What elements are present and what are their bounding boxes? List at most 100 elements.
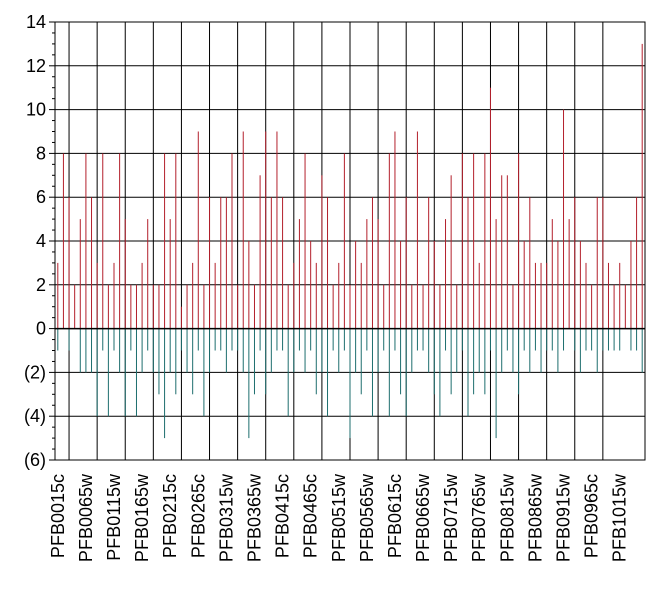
bar	[591, 284, 593, 329]
bar	[450, 175, 452, 329]
x-tick-label: PFB0515w	[329, 473, 349, 562]
bar	[585, 262, 587, 329]
bar	[416, 131, 418, 329]
bar	[152, 328, 154, 373]
y-tick-label: (6)	[24, 450, 46, 470]
bar	[231, 153, 233, 329]
bar	[91, 328, 93, 373]
bar	[579, 241, 581, 329]
bar	[473, 328, 475, 395]
bar	[96, 262, 98, 329]
bar	[214, 328, 216, 351]
bar	[304, 328, 306, 373]
bar	[574, 197, 576, 329]
bar	[332, 284, 334, 329]
bar	[445, 328, 447, 351]
x-tick-label: PFB0365w	[244, 473, 264, 562]
bar	[327, 197, 329, 329]
bar	[445, 219, 447, 329]
bar	[253, 328, 255, 395]
bar	[411, 328, 413, 373]
bar	[298, 328, 300, 351]
bar	[141, 262, 143, 329]
bar	[192, 328, 194, 395]
bar	[124, 219, 126, 329]
bar	[489, 87, 491, 329]
bar	[265, 328, 267, 395]
bar	[624, 284, 626, 329]
bar	[203, 328, 205, 417]
bar	[495, 219, 497, 329]
y-tick-label: 12	[26, 56, 46, 76]
bar	[400, 328, 402, 395]
x-tick-label: PFB0065w	[76, 473, 96, 562]
bar	[641, 328, 643, 373]
bar	[478, 262, 480, 329]
bar	[388, 153, 390, 329]
x-tick-label: PFB0615c	[385, 474, 405, 558]
bar	[270, 197, 272, 329]
x-tick-label: PFB0315w	[216, 473, 236, 562]
x-tick-label: PFB0715w	[441, 473, 461, 562]
bar	[85, 328, 87, 373]
bar	[242, 328, 244, 373]
bar	[147, 328, 149, 351]
bar	[332, 328, 334, 351]
bar	[422, 284, 424, 329]
bar	[630, 328, 632, 351]
bar	[416, 328, 418, 351]
bar	[405, 328, 407, 417]
bar	[147, 219, 149, 329]
x-tick-label: PFB1015w	[610, 473, 630, 562]
bar	[641, 43, 643, 329]
x-tick-label: PFB0965c	[582, 474, 602, 558]
bar	[169, 219, 171, 329]
bar	[248, 328, 250, 439]
bar	[327, 328, 329, 417]
bar	[130, 284, 132, 329]
y-tick-label: 4	[36, 231, 46, 251]
bar	[343, 328, 345, 351]
y-tick-label: 8	[36, 143, 46, 163]
bar	[355, 241, 357, 329]
bar	[557, 328, 559, 373]
bar	[68, 197, 70, 329]
bar	[107, 284, 109, 329]
bar	[619, 328, 621, 351]
bar	[203, 284, 205, 329]
bar	[135, 328, 137, 417]
bar	[478, 328, 480, 373]
bar	[439, 284, 441, 329]
bar	[467, 328, 469, 417]
bar	[534, 262, 536, 329]
bar	[349, 328, 351, 439]
bar	[619, 262, 621, 329]
bar	[579, 328, 581, 373]
bar	[180, 306, 182, 329]
bar	[394, 328, 396, 351]
bar	[304, 153, 306, 329]
bar	[495, 328, 497, 439]
bar	[175, 328, 177, 395]
bar	[523, 241, 525, 329]
bar	[484, 328, 486, 395]
y-tick-label: 6	[36, 187, 46, 207]
bar	[130, 328, 132, 351]
bar	[343, 153, 345, 329]
bar	[388, 328, 390, 417]
y-tick-label: 10	[26, 100, 46, 120]
bar	[237, 328, 239, 351]
bar	[91, 197, 93, 329]
y-tick-label: (4)	[24, 406, 46, 426]
bar	[107, 328, 109, 417]
bar	[62, 153, 64, 329]
bar	[636, 197, 638, 329]
bar	[591, 328, 593, 351]
bar	[371, 328, 373, 417]
bar	[574, 328, 576, 351]
x-tick-label: PFB0915w	[554, 473, 574, 562]
bar	[74, 284, 76, 329]
bar	[518, 328, 520, 395]
bar	[546, 262, 548, 329]
plot-frame	[54, 21, 646, 461]
